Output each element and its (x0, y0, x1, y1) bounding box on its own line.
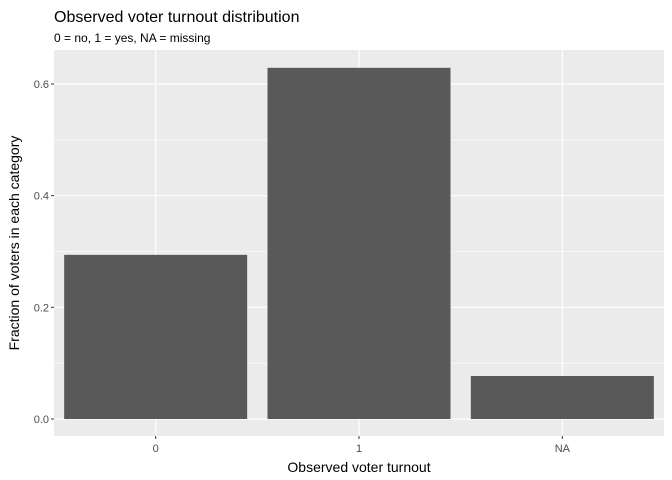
y-axis-title: Fraction of voters in each category (6, 136, 22, 351)
bars (64, 67, 654, 419)
x-tick-label: 0 (153, 443, 159, 455)
x-tick-label: NA (555, 443, 571, 455)
y-tick-label: 0.2 (34, 302, 49, 314)
y-axis: 0.0 0.2 0.4 0.6 (34, 79, 54, 426)
x-axis-title: Observed voter turnout (287, 459, 430, 475)
x-axis: 0 1 NA (153, 436, 571, 455)
bar-na (470, 376, 654, 419)
chart-title: Observed voter turnout distribution (54, 9, 299, 26)
y-tick-label: 0.4 (34, 191, 49, 203)
x-tick-label: 1 (356, 443, 362, 455)
y-tick-label: 0.6 (34, 79, 49, 91)
bar-0 (64, 254, 248, 419)
y-tick-label: 0.0 (34, 414, 49, 426)
bar-1 (267, 67, 451, 419)
chart-subtitle: 0 = no, 1 = yes, NA = missing (54, 31, 210, 45)
